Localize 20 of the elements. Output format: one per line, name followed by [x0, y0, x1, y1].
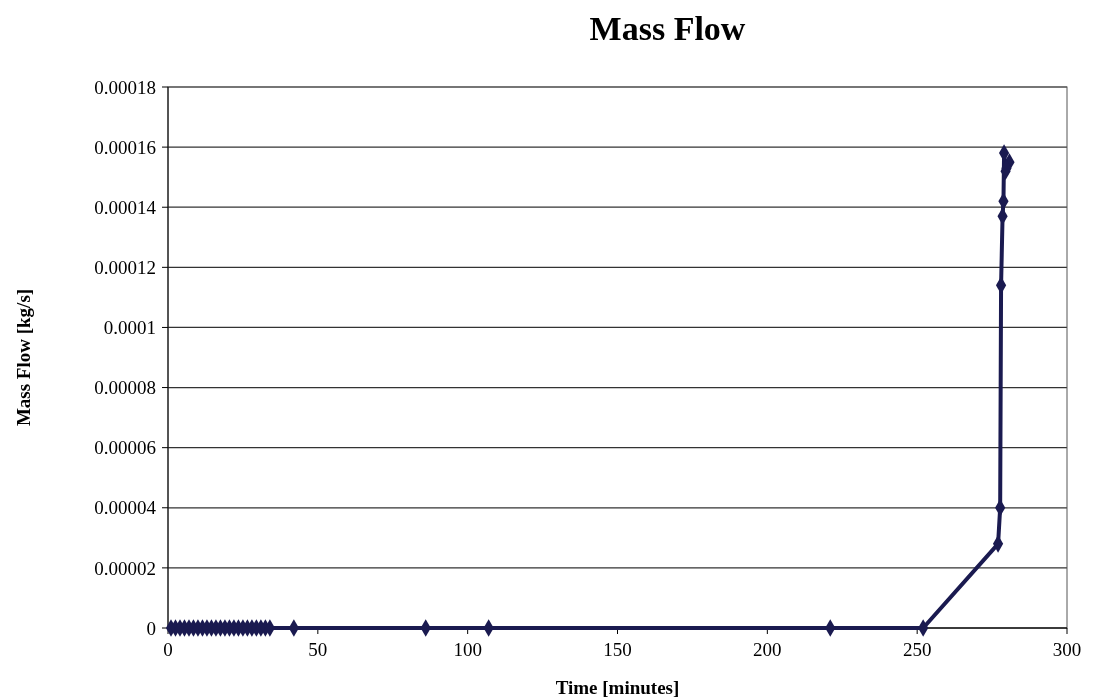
y-tick-label: 0.00004	[94, 497, 157, 519]
y-tick-label: 0.00016	[94, 136, 156, 158]
x-tick-label: 100	[453, 639, 482, 660]
x-tick-label: 50	[308, 639, 328, 660]
y-tick-label: 0	[146, 617, 156, 639]
x-axis-title: Time [minutes]	[555, 677, 680, 698]
y-axis-title: Mass Flow [kg/s]	[13, 288, 34, 427]
chart-title: Mass Flow	[589, 10, 746, 47]
x-tick-label: 150	[603, 639, 632, 660]
x-tick-label: 250	[902, 639, 932, 660]
y-tick-label: 0.00002	[94, 557, 156, 579]
x-tick-label: 200	[753, 639, 782, 660]
y-tick-label: 0.00008	[94, 377, 156, 399]
x-tick-label: 300	[1052, 639, 1082, 660]
y-tick-label: 0.00018	[94, 76, 156, 98]
y-tick-label: 0.00012	[94, 256, 156, 278]
y-tick-label: 0.00014	[94, 196, 157, 218]
y-tick-label: 0.00006	[94, 437, 156, 459]
x-tick-label: 0	[163, 639, 173, 660]
y-tick-label: 0.0001	[103, 317, 156, 339]
